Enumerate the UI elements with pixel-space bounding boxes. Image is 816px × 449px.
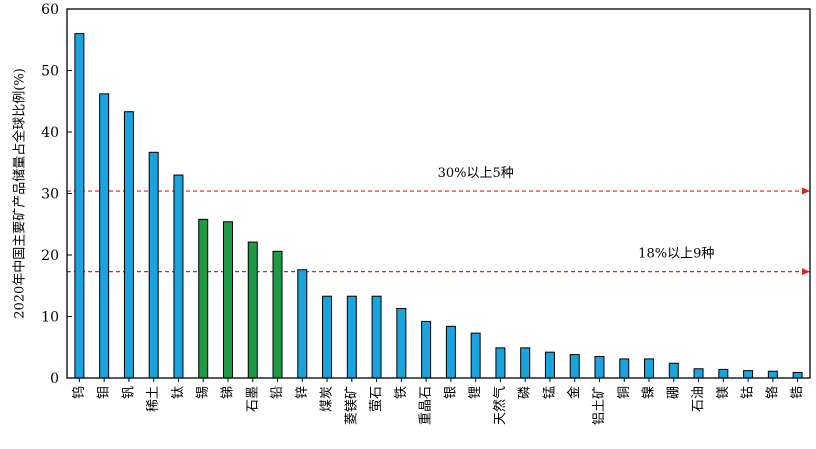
bar xyxy=(74,33,85,379)
y-tick-label: 40 xyxy=(41,125,59,141)
bar xyxy=(743,370,754,379)
bar xyxy=(371,295,382,379)
reference-line-label: 18%以上9种 xyxy=(638,247,714,262)
bar xyxy=(99,93,110,379)
x-tick-label: 铜 xyxy=(617,386,632,399)
bar xyxy=(619,358,630,379)
x-tick-label: 锌 xyxy=(295,386,310,399)
x-axis: 钨钼钒稀土钛锡锑石墨铅锌煤炭 菱镁矿 萤石铁重晶石银锂天然气磷锰金铝土矿铜镍硼石油镁… xyxy=(71,378,805,425)
x-tick-label: 重晶石 xyxy=(418,386,434,425)
bar xyxy=(222,221,233,379)
bar xyxy=(495,347,506,379)
reference-lines: 30%以上5种 18%以上9种 xyxy=(67,166,810,276)
bar xyxy=(767,370,778,379)
x-tick-label: 锰 xyxy=(542,386,557,399)
x-tick-label: 钨 xyxy=(71,386,87,399)
x-tick-label: 镁 xyxy=(716,386,731,399)
y-axis-label: 2020年中国主要矿产品储量占全球比例(%) xyxy=(12,68,28,319)
bar xyxy=(520,347,531,379)
x-tick-label: 银 xyxy=(443,386,458,399)
bar xyxy=(247,241,258,379)
x-tick-label: 稀土 xyxy=(146,386,161,412)
reference-line-label: 30%以上5种 xyxy=(438,166,514,181)
x-tick-label: 萤石 xyxy=(369,386,384,412)
bar xyxy=(544,351,555,379)
bar xyxy=(693,368,704,379)
bar xyxy=(470,332,481,379)
bar xyxy=(718,368,729,379)
bar xyxy=(198,218,209,379)
bar xyxy=(272,250,283,379)
bar xyxy=(322,295,333,379)
x-tick-label: 铅 xyxy=(270,386,285,399)
reference-arrow-icon xyxy=(802,268,810,276)
bar xyxy=(569,354,580,379)
bar xyxy=(297,269,308,379)
x-tick-label: 锆 xyxy=(790,386,805,399)
x-tick-label: 菱镁矿 xyxy=(344,386,359,425)
y-axis: 0 10 20 30 40 50 60 xyxy=(41,2,72,387)
x-tick-label: 石油 xyxy=(691,386,706,412)
x-tick-label: 锡 xyxy=(196,386,211,399)
y-tick-label: 10 xyxy=(41,310,59,326)
bar xyxy=(148,151,159,379)
y-tick-label: 50 xyxy=(41,64,59,80)
y-tick-label: 0 xyxy=(50,371,59,387)
bar xyxy=(123,111,134,379)
bar xyxy=(421,320,432,379)
x-tick-label: 硼 xyxy=(666,386,681,399)
bar xyxy=(396,308,407,379)
x-tick-label: 铬 xyxy=(764,386,780,399)
x-tick-label: 煤炭 xyxy=(320,386,335,412)
x-tick-label: 金 xyxy=(566,386,582,399)
x-tick-label: 锂 xyxy=(468,386,483,399)
x-tick-label: 钛 xyxy=(171,386,186,399)
bar xyxy=(445,325,456,379)
bar xyxy=(644,358,655,379)
x-tick-label: 钒 xyxy=(121,386,136,399)
x-tick-label: 钴 xyxy=(741,386,756,399)
x-tick-label: 铝土矿 xyxy=(592,386,607,425)
bar xyxy=(346,295,357,379)
x-tick-label: 镍 xyxy=(642,386,657,399)
x-tick-label: 石墨 xyxy=(245,386,260,412)
x-tick-label: 磷 xyxy=(518,386,533,399)
y-tick-label: 60 xyxy=(41,2,59,18)
bar xyxy=(668,362,679,379)
x-tick-label: 钼 xyxy=(97,386,112,399)
bar xyxy=(594,355,605,379)
x-tick-label: 铁 xyxy=(394,386,409,399)
bar xyxy=(173,174,184,379)
reference-arrow-icon xyxy=(802,187,810,195)
x-tick-label: 天然气 xyxy=(492,386,508,425)
bar xyxy=(792,371,803,379)
x-tick-label: 锑 xyxy=(220,386,235,399)
y-tick-label: 20 xyxy=(41,248,59,264)
y-tick-label: 30 xyxy=(41,187,59,203)
bars xyxy=(74,33,803,379)
